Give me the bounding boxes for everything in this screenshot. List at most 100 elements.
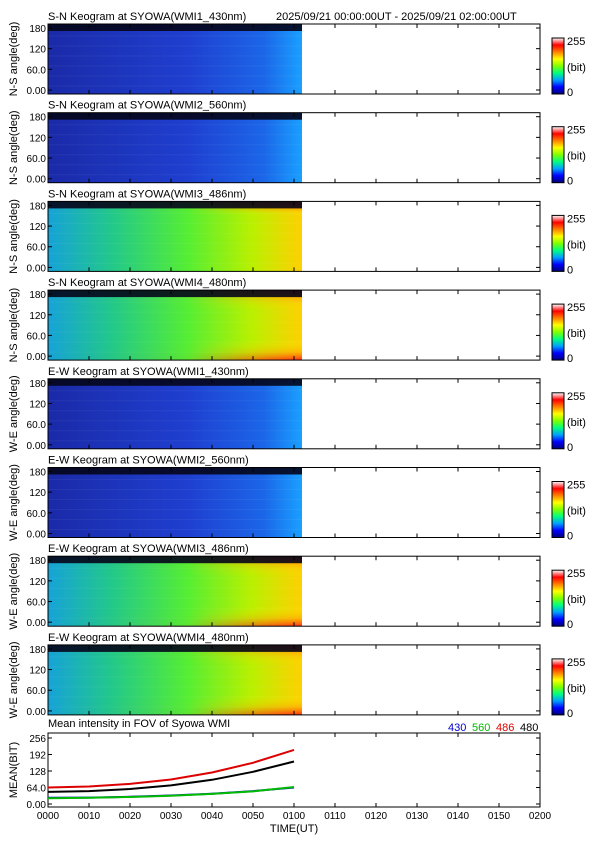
y-axis-label: N-S angle(deg): [8, 110, 20, 185]
colorbar-max-label: 255: [567, 213, 585, 225]
keogram-panel: E-W Keogram at SYOWA(WMI3_486nm)180 120 60…: [8, 543, 541, 630]
y-tick-label: 120: [29, 577, 46, 588]
y-tick-label: 0.00: [27, 530, 47, 541]
y-tick-label: 180: [29, 201, 46, 212]
x-tick-label: 0040: [201, 811, 224, 822]
colorbar-max-label: 255: [567, 125, 585, 137]
keogram-panel: S-N Keogram at SYOWA(WMI4_480nm)180 120 60…: [8, 277, 541, 363]
colorbar: 255 (bit) 0: [551, 480, 586, 543]
colorbar: 255 (bit) 0: [551, 657, 586, 720]
colorbar: 255 (bit) 0: [551, 36, 586, 99]
colorbar-unit-label: (bit): [567, 62, 586, 74]
panel-title: E-W Keogram at SYOWA(WMI2_560nm): [48, 455, 249, 467]
y-tick-label: 0.00: [27, 352, 47, 363]
y-tick-label: 60.0: [27, 509, 47, 520]
y-tick-label: 180: [29, 24, 46, 35]
x-tick-label: 0200: [529, 811, 552, 822]
colorbar: 255 (bit) 0: [551, 568, 586, 631]
x-tick-label: 0030: [160, 811, 183, 822]
y-tick-label: 0.00: [27, 441, 47, 452]
x-tick-label: 0150: [488, 811, 511, 822]
x-tick-label: 0140: [447, 811, 470, 822]
colorbar-max-label: 255: [567, 302, 585, 314]
series-line-486: [47, 748, 295, 789]
colorbar-min-label: 0: [567, 619, 573, 631]
y-tick-label: 60.0: [27, 65, 47, 76]
y-tick-label: 60.0: [27, 420, 47, 431]
y-tick-label: 0.00: [27, 800, 47, 811]
colorbar-unit-label: (bit): [567, 683, 586, 695]
y-tick-label: 120: [29, 311, 46, 322]
colorbar-min-label: 0: [567, 353, 573, 365]
x-tick-label: 0120: [365, 811, 388, 822]
y-axis-label: W-E angle(deg): [8, 553, 20, 630]
panel-title: S-N Keogram at SYOWA(WMI3_486nm): [48, 188, 246, 200]
y-tick-label: 120: [29, 666, 46, 677]
colorbar-unit-label: (bit): [567, 417, 586, 429]
colorbar-max-label: 255: [567, 36, 585, 48]
legend-entry: 560: [472, 722, 490, 734]
keogram-image: [48, 112, 302, 183]
y-axis-label: MEAN(BIT): [8, 742, 20, 798]
colorbar-min-label: 0: [567, 531, 573, 543]
y-axis-label: W-E angle(deg): [8, 641, 20, 718]
colorbar: 255 (bit) 0: [551, 213, 586, 276]
y-tick-label: 120: [29, 45, 46, 56]
x-tick-label: 0130: [406, 811, 429, 822]
y-axis-label: W-E angle(deg): [8, 464, 20, 541]
y-axis-label: W-E angle(deg): [8, 375, 20, 452]
colorbar-unit-label: (bit): [567, 239, 586, 251]
x-tick-label: 0000: [37, 811, 60, 822]
keogram-panel: S-N Keogram at SYOWA(WMI2_560nm)180 120 60…: [8, 100, 541, 186]
y-tick-label: 192: [29, 751, 46, 762]
colorbar-max-label: 255: [567, 657, 585, 669]
colorbar-min-label: 0: [567, 87, 573, 99]
y-tick-label: 0.00: [27, 263, 47, 274]
x-tick-label: 0010: [78, 811, 101, 822]
y-tick-label: 60.0: [27, 686, 47, 697]
colorbar-max-label: 255: [567, 568, 585, 580]
keogram-panel: E-W Keogram at SYOWA(WMI1_430nm)180 120 60…: [8, 366, 541, 452]
y-tick-label: 0.00: [27, 175, 47, 186]
colorbar-unit-label: (bit): [567, 506, 586, 518]
x-tick-label: 0100: [283, 811, 306, 822]
colorbar-unit-label: (bit): [567, 151, 586, 163]
y-tick-label: 180: [29, 113, 46, 124]
y-axis-label: N-S angle(deg): [8, 22, 20, 97]
keogram-image: [48, 378, 302, 449]
legend-entry: 430: [448, 722, 466, 734]
y-tick-label: 60.0: [27, 331, 47, 342]
keogram-panel: S-N Keogram at SYOWA(WMI3_486nm)180 120 60…: [8, 188, 541, 274]
y-tick-label: 0.00: [27, 86, 47, 97]
colorbar-min-label: 0: [567, 176, 573, 188]
keogram-image: [48, 24, 302, 94]
time-range-label: 2025/09/21 00:00:00UT - 2025/09/21 02:00…: [276, 11, 517, 23]
colorbar-unit-label: (bit): [567, 594, 586, 606]
colorbar-max-label: 255: [567, 480, 585, 492]
y-tick-label: 128: [29, 767, 46, 778]
panel-title: S-N Keogram at SYOWA(WMI2_560nm): [48, 100, 246, 112]
lineplot-frame: [47, 732, 541, 808]
colorbar: 255 (bit) 0: [551, 391, 586, 454]
x-tick-label: 0020: [119, 811, 142, 822]
panel-title: E-W Keogram at SYOWA(WMI3_486nm): [48, 543, 249, 555]
colorbar-unit-label: (bit): [567, 328, 586, 340]
legend-entry: 486: [496, 722, 514, 734]
x-tick-label: 0110: [324, 811, 346, 822]
colorbar: 255 (bit) 0: [551, 302, 586, 365]
keogram-panel: S-N Keogram at SYOWA(WMI1_430nm) 2025/09/…: [8, 11, 541, 97]
colorbar-min-label: 0: [567, 264, 573, 276]
colorbar-min-label: 0: [567, 708, 573, 720]
y-tick-label: 180: [29, 290, 46, 301]
y-tick-label: 60.0: [27, 598, 47, 609]
keogram-panel: E-W Keogram at SYOWA(WMI4_480nm)180 120 60…: [8, 632, 541, 718]
x-axis-label: TIME(UT): [270, 823, 318, 835]
y-tick-label: 64.0: [27, 784, 47, 795]
y-tick-label: 180: [29, 556, 46, 567]
y-tick-label: 120: [29, 399, 46, 410]
keogram-image: [48, 467, 302, 538]
y-tick-label: 60.0: [27, 154, 47, 165]
y-tick-label: 256: [29, 734, 46, 745]
colorbar: 255 (bit) 0: [551, 125, 586, 188]
